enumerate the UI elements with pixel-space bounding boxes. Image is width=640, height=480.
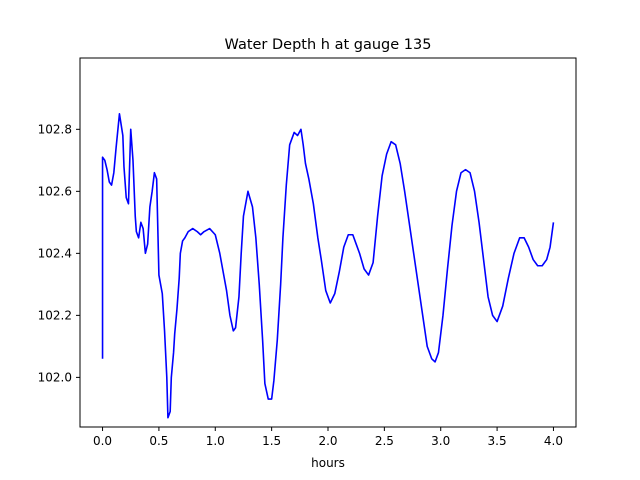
y-tick-label: 102.4 [38,246,72,260]
chart-title: Water Depth h at gauge 135 [225,37,432,53]
x-tick-label: 2.5 [375,434,394,448]
x-tick-label: 0.5 [149,434,168,448]
x-tick-label: 4.0 [544,434,563,448]
x-tick-label: 3.0 [431,434,450,448]
y-tick-label: 102.8 [38,122,72,136]
y-tick-label: 102.2 [38,308,72,322]
y-tick-label: 102.6 [38,184,72,198]
x-axis: 0.0 0.5 1.0 1.5 2.0 2.5 3.0 3.5 4.0 [93,427,563,448]
x-tick-label: 3.5 [488,434,507,448]
x-tick-label: 1.0 [206,434,225,448]
x-tick-label: 0.0 [93,434,112,448]
x-axis-label: hours [311,456,345,470]
series-line [101,113,555,419]
y-axis: 102.0 102.2 102.4 102.6 102.8 [38,122,80,384]
x-tick-label: 1.5 [262,434,281,448]
x-tick-label: 2.0 [318,434,337,448]
y-tick-label: 102.0 [38,370,72,384]
